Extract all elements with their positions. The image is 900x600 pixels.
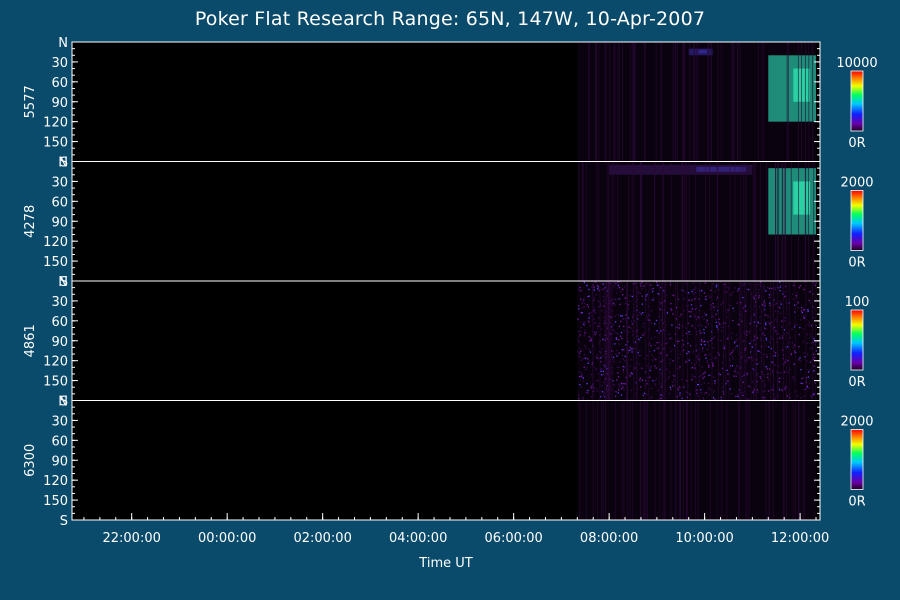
colorbar-min-label: 0R	[848, 495, 865, 510]
y-tick-label: 30	[51, 295, 68, 310]
y-tick-label: N	[58, 156, 68, 171]
panel-wavelength-label: 6300	[23, 444, 38, 477]
emission-core	[793, 181, 811, 215]
y-tick-label: 120	[43, 355, 68, 370]
y-tick-label: 60	[51, 434, 68, 449]
y-tick-label: 60	[51, 195, 68, 210]
colorbar	[850, 429, 864, 490]
colorbar	[850, 309, 864, 371]
y-tick-label: 150	[43, 494, 68, 509]
x-tick-label: 06:00:00	[484, 531, 542, 546]
y-tick-label: 60	[51, 76, 68, 91]
data-region	[577, 400, 817, 520]
x-tick-label: 04:00:00	[389, 531, 447, 546]
y-tick-label: S	[60, 514, 68, 529]
chart-title: Poker Flat Research Range: 65N, 147W, 10…	[194, 8, 706, 30]
colorbar-max-label: 2000	[840, 415, 873, 430]
emission-core	[696, 166, 747, 172]
panel-6300: N 30 60 90 120 150 S 6300 2000 0R	[23, 395, 874, 530]
x-axis: 22:00:00 00:00:00 02:00:00 04:00:00 06:00:00…	[83, 513, 829, 571]
panel-wavelength-label: 4861	[23, 324, 38, 357]
y-tick-label: 150	[43, 375, 68, 390]
panel-wavelength-label: 4278	[23, 205, 38, 238]
y-tick-label: N	[58, 275, 68, 290]
x-tick-label: 12:00:00	[771, 531, 829, 546]
panel-4861: N 30 60 90 120 150 S 4861 100 0R	[23, 275, 869, 410]
y-tick-label: 150	[43, 255, 68, 270]
colorbar-min-label: 0R	[848, 136, 865, 151]
data-streaks	[578, 161, 815, 281]
panel-4278: N 30 60 90 120 150 S 4278 2000 0R	[23, 156, 874, 291]
y-tick-label: 120	[43, 235, 68, 250]
x-tick-label: 00:00:00	[198, 531, 256, 546]
colorbar-min-label: 0R	[848, 256, 865, 271]
colorbar-max-label: 2000	[840, 176, 873, 191]
data-streaks	[588, 42, 814, 162]
y-tick-label: 30	[51, 56, 68, 71]
emission-feature	[609, 164, 753, 175]
colorbar	[850, 70, 864, 132]
y-tick-label: S	[60, 275, 68, 290]
x-tick-label: 08:00:00	[580, 531, 638, 546]
x-tick-label: 02:00:00	[293, 531, 351, 546]
y-tick-label: 90	[51, 335, 68, 350]
y-tick-label: 120	[43, 474, 68, 489]
panel-wavelength-label: 5577	[23, 85, 38, 118]
y-tick-label: 60	[51, 315, 68, 330]
y-tick-label: 90	[51, 96, 68, 111]
x-tick-label: 10:00:00	[675, 531, 733, 546]
x-axis-label: Time UT	[418, 556, 472, 571]
y-tick-label: N	[58, 395, 68, 410]
y-tick-label: 90	[51, 454, 68, 469]
y-tick-label: S	[60, 395, 68, 410]
y-tick-label: 150	[43, 136, 68, 151]
y-tick-label: S	[60, 156, 68, 171]
colorbar	[850, 190, 864, 251]
y-tick-label: 90	[51, 215, 68, 230]
panel-5577: N 30 60 90 120 150 S 5577 10000 0R	[23, 36, 878, 171]
colorbar-max-label: 100	[845, 295, 870, 310]
y-tick-label: 30	[51, 175, 68, 190]
data-region	[577, 281, 817, 401]
y-tick-label: 120	[43, 116, 68, 131]
y-tick-label: N	[58, 36, 68, 51]
emission-core	[698, 49, 707, 54]
data-streaks	[592, 281, 817, 401]
colorbar-max-label: 10000	[836, 56, 877, 71]
y-tick-label: 30	[51, 414, 68, 429]
colorbar-min-label: 0R	[848, 375, 865, 390]
x-tick-label: 22:00:00	[102, 531, 160, 546]
data-streaks	[579, 400, 806, 520]
